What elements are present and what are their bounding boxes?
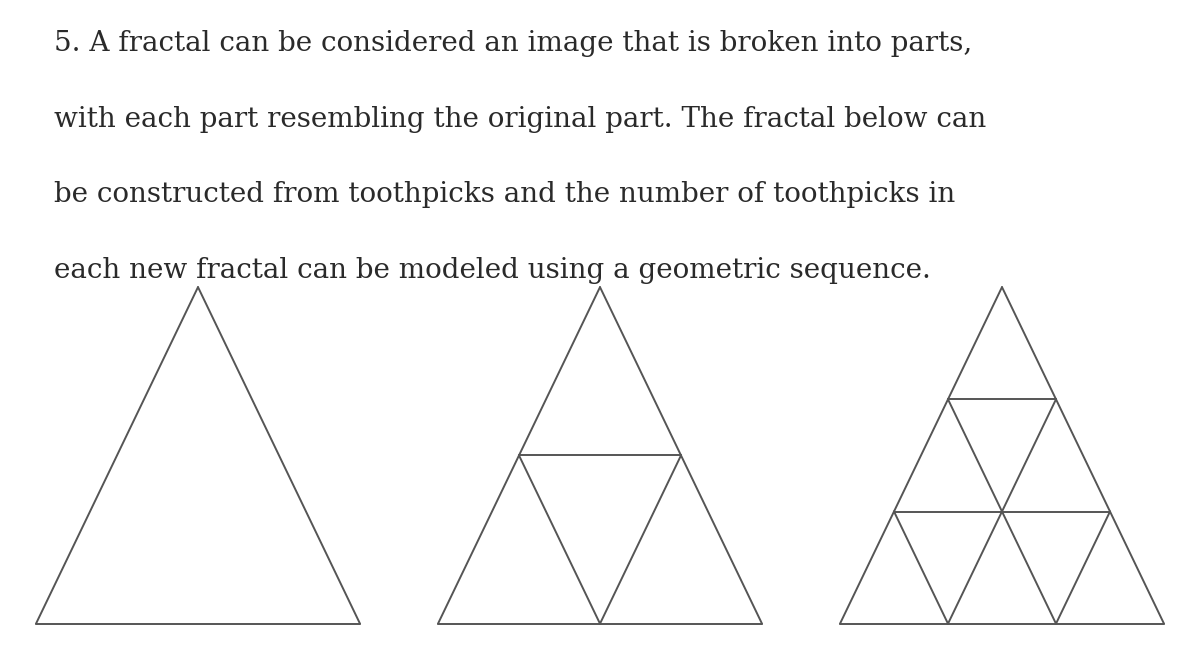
Text: each new fractal can be modeled using a geometric sequence.: each new fractal can be modeled using a … <box>54 257 931 284</box>
Text: with each part resembling the original part. The fractal below can: with each part resembling the original p… <box>54 106 986 133</box>
Text: 5. A fractal can be considered an image that is broken into parts,: 5. A fractal can be considered an image … <box>54 30 972 57</box>
Text: be constructed from toothpicks and the number of toothpicks in: be constructed from toothpicks and the n… <box>54 182 955 209</box>
